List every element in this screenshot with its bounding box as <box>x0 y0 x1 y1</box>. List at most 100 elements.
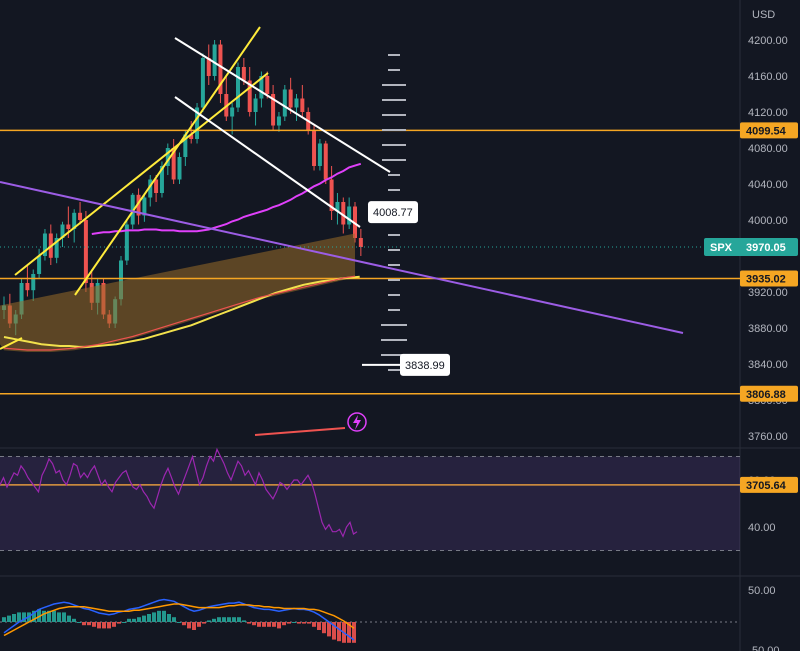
macd-histogram-bar <box>172 617 176 622</box>
candle-body <box>236 67 240 108</box>
price-tick-label: 3840.00 <box>748 359 788 371</box>
macd-histogram-bar <box>22 612 26 622</box>
macd-histogram-bar <box>217 617 221 622</box>
macd-histogram-bar <box>77 622 81 623</box>
level-price-label: 3806.88 <box>746 389 786 401</box>
price-tick-label: 4000.00 <box>748 215 788 227</box>
candle-body <box>78 212 83 220</box>
candle-body <box>66 224 71 229</box>
symbol-price: 3970.05 <box>746 242 786 254</box>
ma-line-yellow <box>3 275 360 348</box>
macd-histogram-bar <box>277 622 281 629</box>
purple-trendline <box>0 181 684 334</box>
macd-histogram-bar <box>97 622 101 629</box>
yellow-channel-lower <box>14 72 269 276</box>
macd-histogram-bar <box>7 615 11 622</box>
macd-histogram-bar <box>47 610 51 622</box>
candle-body <box>195 107 200 139</box>
lightning-icon-bolt <box>353 415 361 430</box>
candle-body <box>347 206 352 225</box>
macd-histogram-bar <box>2 617 6 622</box>
macd-histogram-bar <box>122 622 126 623</box>
macd-histogram-bar <box>152 612 156 622</box>
ma-ribbon-fill <box>0 233 355 352</box>
candle-body <box>218 44 223 94</box>
candle-body <box>83 220 88 283</box>
candle-body <box>282 89 287 117</box>
candle-body <box>329 179 334 211</box>
macd-histogram-bar <box>112 622 116 627</box>
macd-histogram-bar <box>82 622 86 626</box>
candle-body <box>271 94 276 126</box>
candle-body <box>25 283 30 291</box>
macd-tick-label: 50.00 <box>748 585 776 597</box>
macd-histogram-bar <box>332 622 336 640</box>
lightning-icon <box>347 412 367 432</box>
macd-histogram-bar <box>352 622 356 643</box>
macd-histogram-bar <box>137 617 141 622</box>
price-tags: 4099.54 3935.02 3806.88 3705.64 4008.77 3838.… <box>347 122 798 493</box>
level-price-tag <box>740 476 798 493</box>
level-price-tag <box>740 385 798 402</box>
price-tick-label: 3760.00 <box>748 431 788 443</box>
macd-histogram-bar <box>292 622 296 623</box>
rsi-pane <box>0 447 740 551</box>
ma-line-magenta <box>91 162 362 235</box>
macd-histogram-bar <box>247 622 251 624</box>
macd-histogram-bar <box>297 622 301 624</box>
macd-histogram-bar <box>222 617 226 622</box>
macd-histogram-bar <box>307 622 311 624</box>
callout-label: 3838.99 <box>405 360 445 372</box>
candle-body <box>288 89 293 108</box>
candle-body <box>312 130 317 166</box>
candle-body <box>31 274 36 291</box>
candle-body <box>300 98 305 112</box>
macd-histogram-bar <box>12 614 16 622</box>
price-tick-label: 3920.00 <box>748 287 788 299</box>
macd-histogram-bar <box>127 618 131 622</box>
macd-histogram-bar <box>62 612 66 622</box>
candle-body <box>19 283 24 315</box>
candle-body <box>241 67 246 81</box>
candle-body <box>37 256 42 274</box>
candle-body <box>212 44 217 76</box>
macd-histogram-bar <box>132 618 136 622</box>
macd-histogram-bar <box>87 622 91 626</box>
symbol-name: SPX <box>710 242 733 254</box>
candle-body <box>54 238 59 258</box>
price-tick-label: 4160.00 <box>748 71 788 83</box>
macd-histogram-bar <box>117 622 121 624</box>
level-price-tag <box>740 270 798 287</box>
callout-box <box>400 353 450 376</box>
candle-body <box>253 98 258 112</box>
price-pane[interactable] <box>2 40 363 336</box>
candle-body <box>294 98 299 108</box>
macd-histogram-bar <box>227 617 231 622</box>
candle-body <box>165 148 170 166</box>
macd-tick-label: 50.00 <box>752 645 780 651</box>
candle-body <box>159 166 164 193</box>
candle-body <box>200 58 205 108</box>
candle-body <box>72 212 77 229</box>
rsi-tick-label: 40.00 <box>748 522 776 534</box>
candle-body <box>335 202 340 211</box>
macd-pane <box>0 598 740 643</box>
macd-histogram-bar <box>262 622 266 627</box>
macd-histogram-bar <box>322 622 326 634</box>
candle-body <box>323 143 328 180</box>
macd-histogram-bar <box>52 610 56 622</box>
candle-body <box>171 148 176 180</box>
macd-histogram-bar <box>272 622 276 627</box>
candle-body <box>341 202 346 225</box>
macd-histogram-bar <box>162 610 166 622</box>
macd-histogram-bar <box>157 610 161 622</box>
symbol-price-tag <box>704 237 798 256</box>
macd-histogram-bar <box>147 614 151 622</box>
price-tick-label: 4040.00 <box>748 179 788 191</box>
macd-histogram-bar <box>282 622 286 626</box>
candle-body <box>247 80 252 112</box>
macd-histogram-bar <box>92 622 96 627</box>
candle-body <box>177 157 182 180</box>
macd-histogram-bar <box>37 609 41 622</box>
